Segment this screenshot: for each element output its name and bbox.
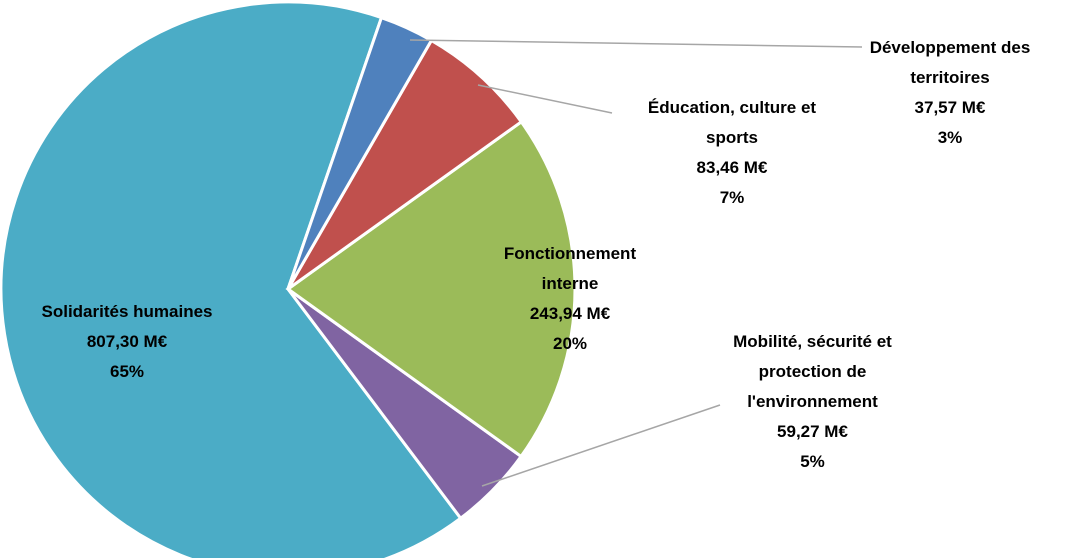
value-label: 83,46 M€ [696,158,768,177]
leader-line [477,84,613,114]
value-label: 243,94 M€ [529,304,611,323]
value-label: 37,57 M€ [914,98,986,117]
leader-line [481,404,721,487]
category: Solidarités humaines [41,302,213,321]
value-label: 807,30 M€ [86,332,168,351]
category: Fonctionnement interne [503,244,637,293]
pie-slice [285,119,577,459]
slice-label: Solidarités humaines 807,30 M€ 65% [7,297,247,387]
pie-slice [0,0,463,558]
category: Mobilité, sécurité et protection de l'en… [733,332,892,411]
slice-label: Fonctionnement interne 243,94 M€ 20% [490,239,650,359]
share-label: 20% [552,334,588,353]
slice-label: Éducation, culture et sports 83,46 M€ 7% [622,93,842,213]
value-label: 59,27 M€ [777,422,848,441]
pie-slice [286,38,524,291]
category: Éducation, culture et sports [647,98,817,147]
slice-label: Développement des territoires 37,57 M€ 3% [850,33,1050,153]
share-label: 3% [937,128,963,147]
leader-line [409,39,863,48]
share-label: 65% [109,362,145,381]
share-label: 5% [800,452,825,471]
slice-label: Mobilité, sécurité et protection de l'en… [705,327,920,477]
category: Développement des territoires [869,38,1031,87]
share-label: 7% [719,188,745,207]
